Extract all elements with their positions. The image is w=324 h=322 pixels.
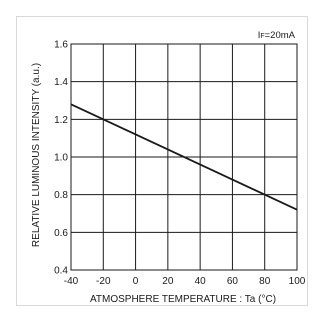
- series-line-0: [70, 103, 298, 211]
- x-tick-label-7: 100: [289, 276, 306, 287]
- y-tick-label-3: 1.0: [54, 153, 68, 164]
- x-tick-label-1: -20: [96, 276, 111, 287]
- y-axis-title: RELATIVE LUMINOUS INTENSITY (a.u.): [31, 63, 42, 247]
- y-tick-label-1: 0.6: [54, 228, 68, 239]
- series-layer: [70, 103, 298, 211]
- y-tick-label-6: 1.6: [54, 40, 68, 51]
- x-tick-label-3: 20: [162, 276, 174, 287]
- x-tick-labels: -40 -20 0 20 40 60 80 100: [64, 276, 306, 287]
- condition-label: IF=20mA: [258, 30, 296, 41]
- x-tick-label-2: 0: [133, 276, 139, 287]
- y-tick-labels: 0.4 0.6 0.8 1.0 1.2 1.4 1.6: [54, 40, 68, 277]
- y-tick-label-5: 1.4: [54, 77, 68, 88]
- x-tick-label-4: 40: [195, 276, 207, 287]
- x-axis-title: ATMOSPHERE TEMPERATURE : Ta (°C): [90, 294, 276, 305]
- chart-frame: [16, 16, 308, 306]
- x-tick-label-0: -40: [64, 276, 79, 287]
- y-tick-label-4: 1.2: [54, 115, 68, 126]
- y-tick-label-2: 0.8: [54, 190, 68, 201]
- plot-area-border: [70, 43, 298, 271]
- x-tick-label-5: 60: [227, 276, 239, 287]
- y-tick-label-0: 0.4: [54, 266, 68, 277]
- x-tick-label-6: 80: [259, 276, 271, 287]
